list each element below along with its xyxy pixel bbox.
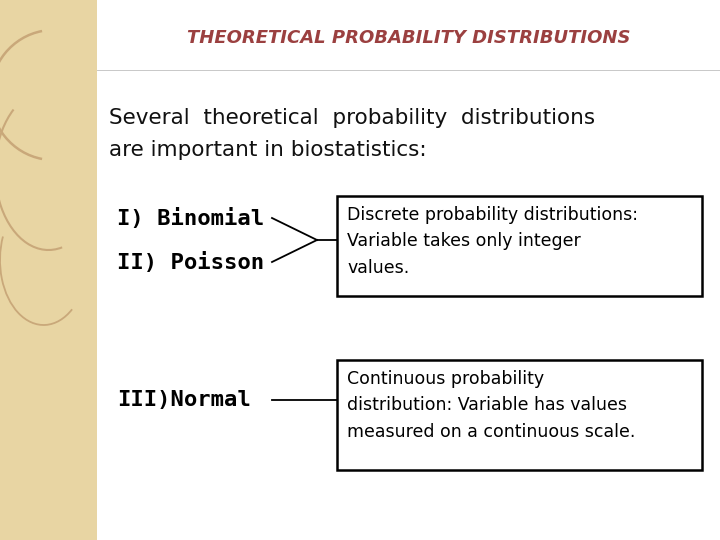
Text: Discrete probability distributions:
Variable takes only integer
values.: Discrete probability distributions: Vari… — [347, 206, 638, 277]
Bar — [337, 360, 702, 470]
Bar — [0, 0, 97, 540]
Text: Continuous probability
distribution: Variable has values
measured on a continuou: Continuous probability distribution: Var… — [347, 370, 635, 441]
Text: are important in biostatistics:: are important in biostatistics: — [109, 140, 427, 160]
Text: THEORETICAL PROBABILITY DISTRIBUTIONS: THEORETICAL PROBABILITY DISTRIBUTIONS — [186, 29, 630, 47]
Text: Several  theoretical  probability  distributions: Several theoretical probability distribu… — [109, 108, 595, 128]
Text: III)Normal: III)Normal — [117, 390, 251, 410]
Text: II) Poisson: II) Poisson — [117, 252, 264, 273]
Bar — [337, 196, 702, 296]
Text: I) Binomial: I) Binomial — [117, 207, 264, 228]
